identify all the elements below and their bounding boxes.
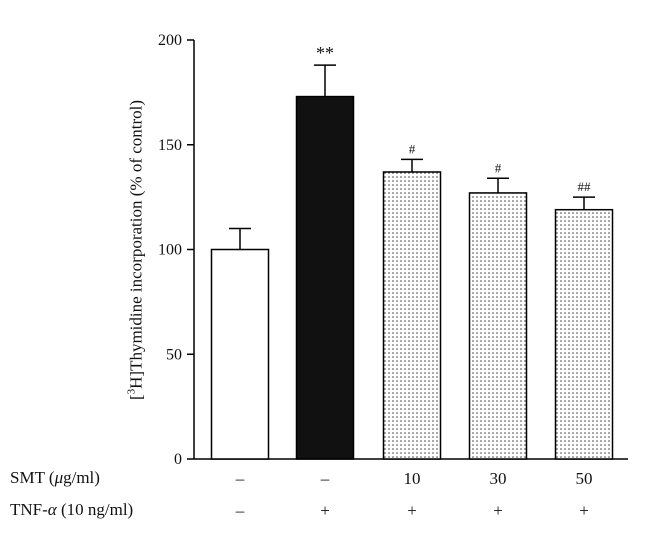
- tnf-condition-value: +: [320, 501, 330, 520]
- bar: [295, 95, 355, 460]
- tnf-label-alpha: α: [47, 500, 57, 519]
- y-tick-label: 0: [174, 451, 182, 468]
- significance-marks: **####: [316, 43, 591, 194]
- y-tick-label: 100: [158, 242, 182, 259]
- tnf-row-label: TNF-α (10 ng/ml): [10, 500, 133, 520]
- tnf-label-prefix: TNF-: [10, 500, 48, 519]
- y-axis-label-prefix: [: [126, 394, 146, 401]
- bar: [210, 248, 270, 460]
- y-tick-label: 50: [166, 346, 182, 363]
- smt-row-label: SMT (μg/ml): [10, 468, 100, 488]
- y-tick-label: 200: [158, 32, 182, 49]
- smt-condition-value: –: [320, 469, 330, 488]
- y-axis-label-text: H]Thymidine incorporation (% of control): [126, 99, 146, 389]
- tnf-condition-value: +: [493, 501, 503, 520]
- smt-condition-value: 30: [490, 469, 507, 488]
- y-tick-label: 150: [158, 137, 182, 154]
- smt-label-mu: μ: [54, 468, 64, 487]
- error-bars: [229, 64, 595, 250]
- y-axis-label-superscript: 3: [125, 388, 138, 395]
- smt-condition-value: –: [235, 469, 245, 488]
- smt-condition-value: 10: [404, 469, 421, 488]
- tnf-label-dose: (10 ng/ml): [56, 500, 134, 519]
- smt-condition-value: 50: [576, 469, 593, 488]
- significance-mark: #: [409, 141, 416, 156]
- smt-label-unit: g/ml): [63, 468, 100, 487]
- smt-label-prefix: SMT (: [10, 468, 55, 487]
- tnf-condition-value: +: [579, 501, 589, 520]
- bar: [554, 208, 614, 460]
- bar: [382, 171, 442, 460]
- bars: [210, 95, 614, 460]
- significance-mark: ##: [578, 179, 592, 194]
- significance-mark: **: [316, 43, 334, 63]
- tnf-condition-value: +: [407, 501, 417, 520]
- bar: [468, 192, 528, 460]
- significance-mark: #: [495, 160, 502, 175]
- tnf-condition-value: –: [235, 501, 245, 520]
- y-axis-label: [3H]Thymidine incorporation (% of contro…: [126, 100, 147, 400]
- condition-values: – – 10 30 50 – + + + +: [235, 469, 593, 520]
